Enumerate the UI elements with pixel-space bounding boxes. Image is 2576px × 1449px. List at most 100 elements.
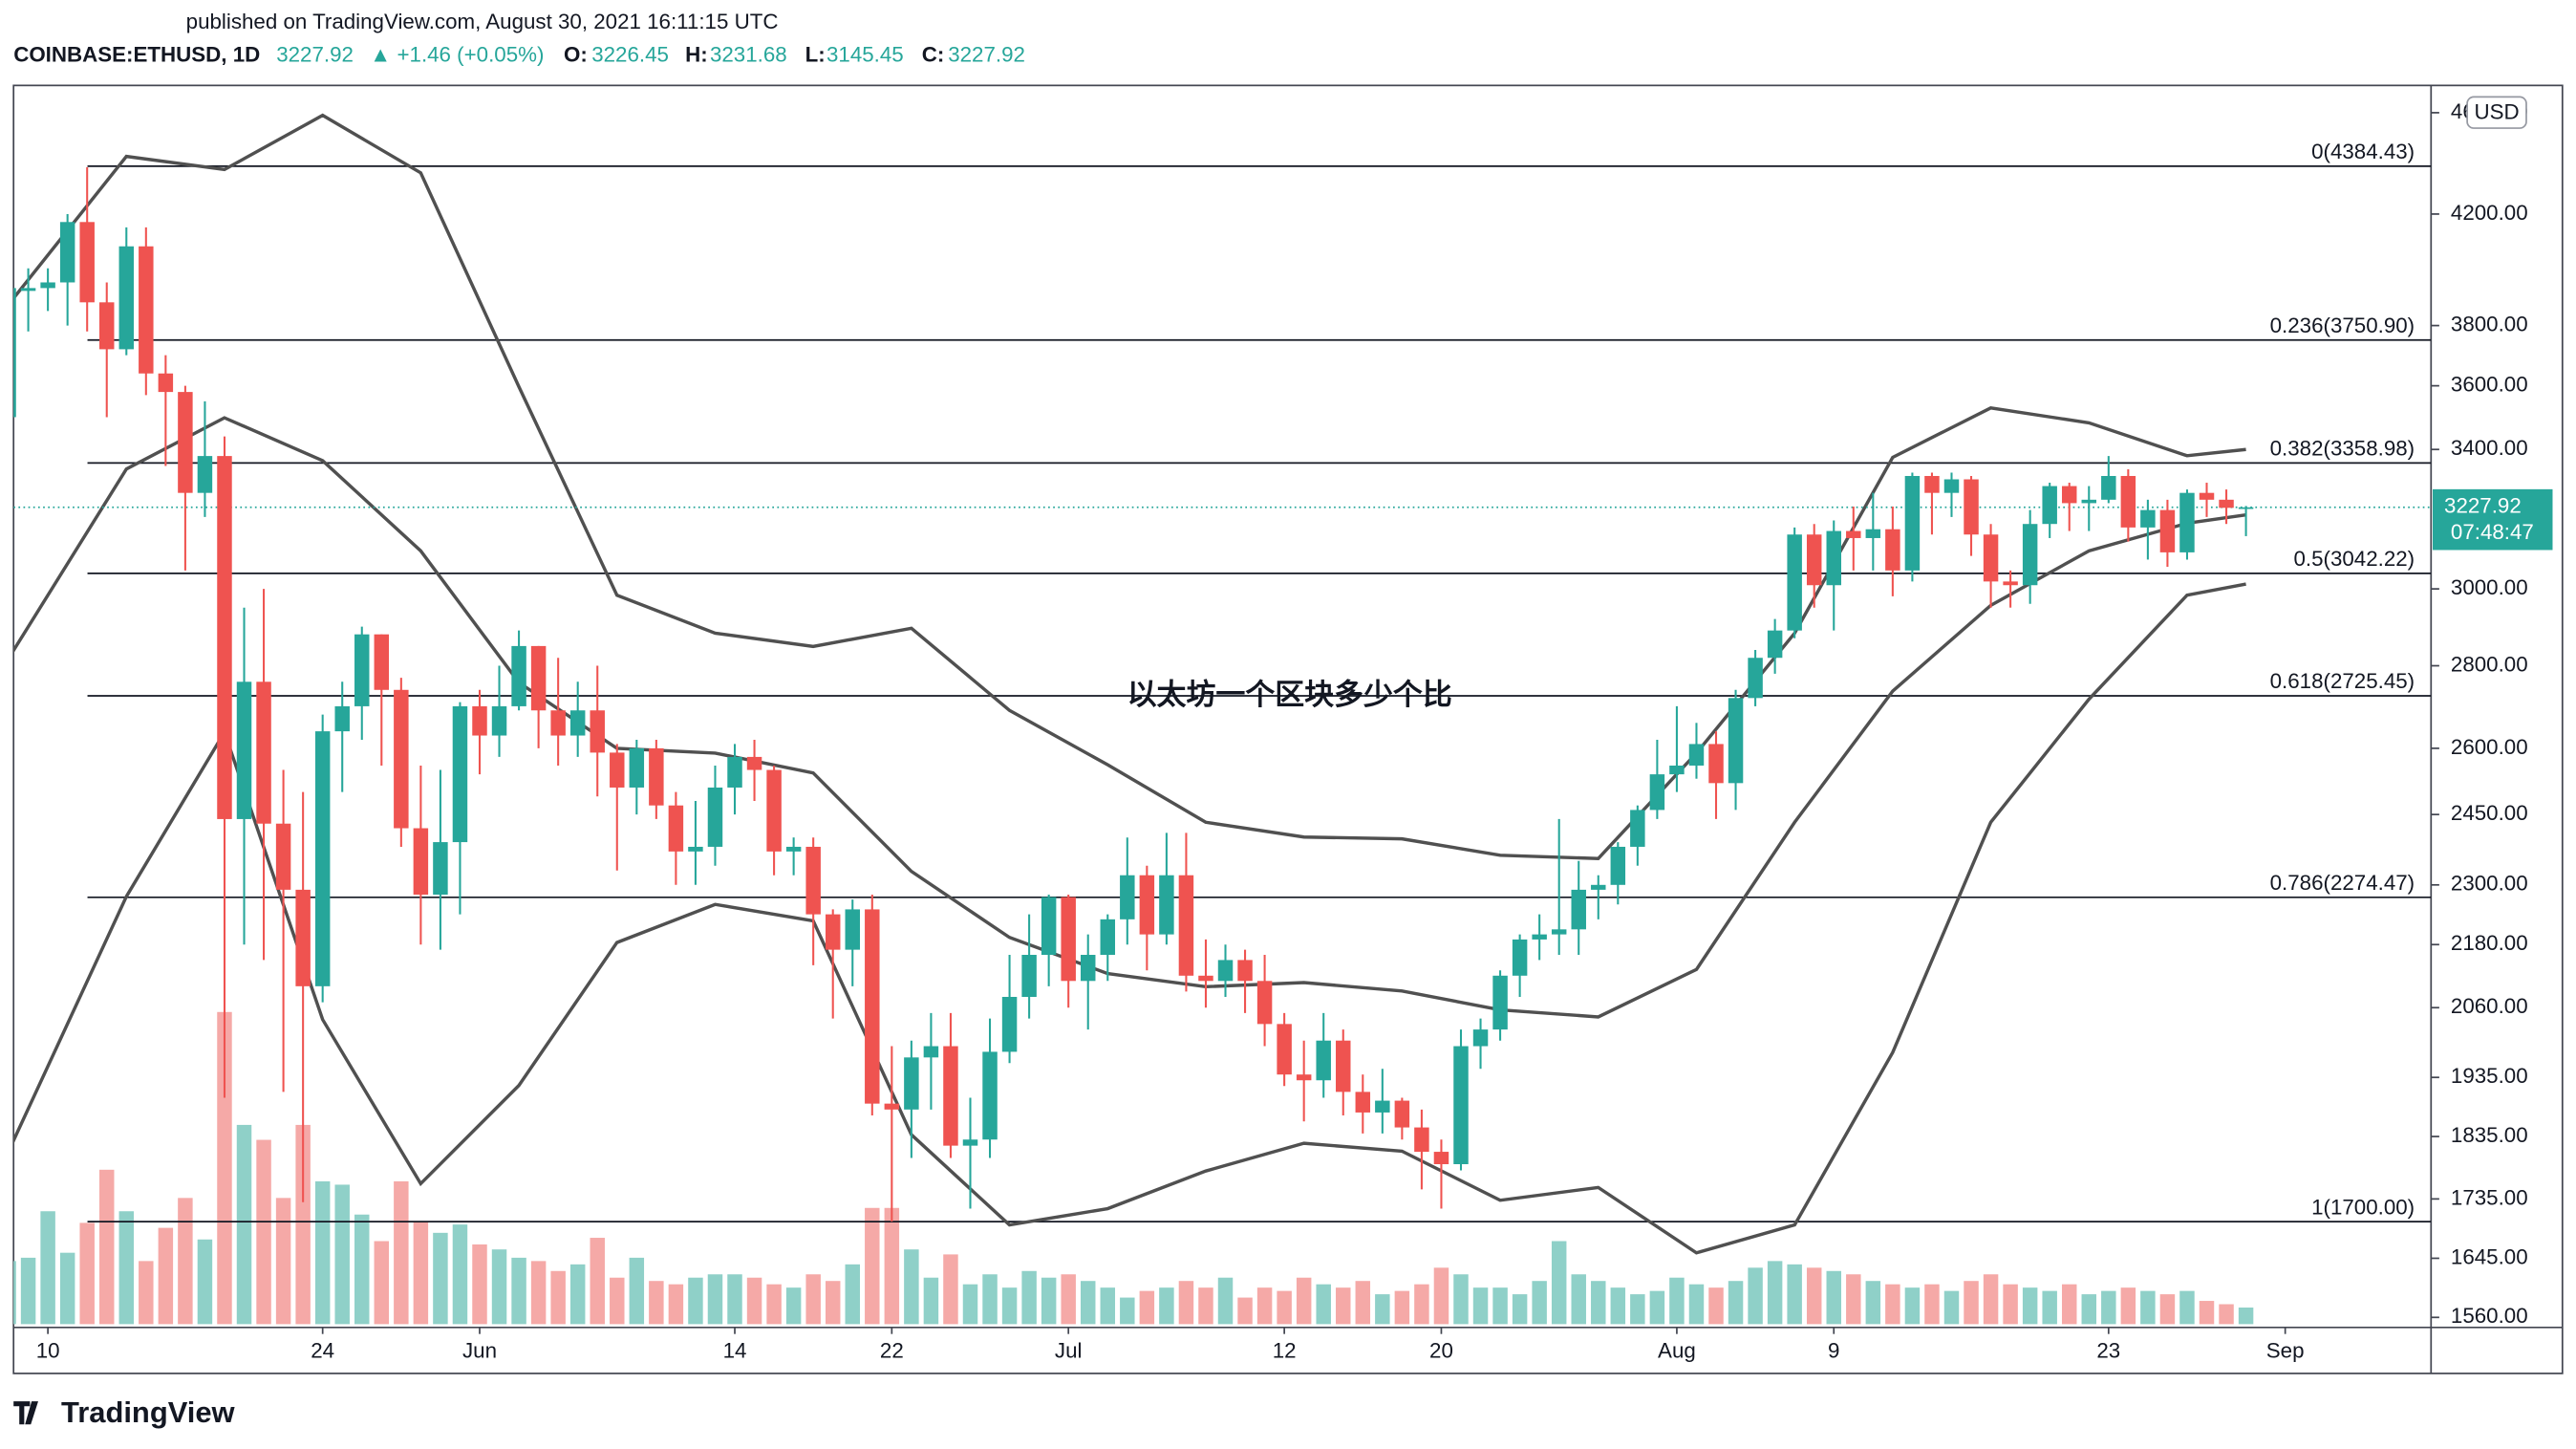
volume-bar [785,1287,802,1325]
candle-body [1767,630,1783,659]
candle-body [1748,658,1763,699]
x-tick-label: 10 [36,1338,60,1362]
candle-body [275,823,291,890]
candle-body [1100,919,1116,956]
volume-bar [197,1239,213,1325]
bollinger-lower [13,582,2246,1255]
volume-bar [825,1281,841,1325]
x-tick-label: 9 [1828,1338,1839,1362]
candle-body [1806,534,1822,586]
volume-bar [472,1244,487,1325]
volume-bar [1964,1281,1979,1325]
chart-frame [12,84,2564,1374]
volume-bar [1532,1281,1547,1325]
ohlc-label: L: [805,42,826,66]
y-tick-label: 1560.00 [2451,1304,2528,1328]
candle-body [2042,486,2057,525]
candle-body [904,1057,919,1110]
y-tick-label: 3400.00 [2451,436,2528,460]
volume-bar [1178,1281,1194,1325]
y-tick-label: 3000.00 [2451,575,2528,599]
candle-body [1924,475,1940,493]
candle-body [1394,1100,1410,1128]
y-tick-label: 2600.00 [2451,735,2528,759]
volume-bar [413,1221,429,1325]
candle-body [1610,846,1626,885]
candle-body [1316,1040,1331,1081]
fib-label: 1(1700.00) [2311,1195,2415,1219]
volume-bar [1630,1294,1645,1325]
volume-bar [1256,1287,1273,1325]
volume-bar [394,1180,409,1325]
candle-body [491,705,507,736]
candle-body [2219,499,2234,508]
candle-body [1688,744,1705,766]
fib-label: 0.382(3358.98) [2270,437,2415,461]
volume-bar [2159,1294,2176,1325]
annotation: 以太坊一个区块多少个比 [1127,678,1452,711]
candle-body [2081,499,2097,504]
volume-bar [1041,1277,1057,1325]
volume-bar [845,1264,860,1325]
candle-body [1001,996,1018,1052]
candle-body [1198,975,1213,982]
candle-body [1120,875,1135,919]
volume-bar [923,1277,939,1325]
candle-body [2061,486,2077,504]
volume-bar [1846,1274,1861,1325]
volume-bar [1021,1270,1037,1325]
volume-bar [688,1277,703,1325]
y-tick-label: 3600.00 [2451,373,2528,397]
candle-body [1178,875,1194,976]
candle-body [1669,765,1685,775]
candle-body [825,914,841,950]
volume-bar [452,1224,468,1325]
volume-bar [610,1277,625,1325]
logo: TradingView [61,1395,236,1429]
x-tick-label: 24 [311,1338,334,1362]
volume-bar [1217,1277,1234,1325]
volume-bar [217,1011,232,1325]
volume-bar [236,1124,252,1325]
volume-bar [40,1211,55,1325]
volume-bar [1806,1267,1822,1325]
volume-bar [530,1261,547,1325]
candle-body [766,769,782,852]
candle-body [20,288,36,292]
candle-body [1551,929,1567,935]
volume-bar [962,1284,978,1325]
volume-bar [805,1274,821,1325]
volume-bar [649,1281,664,1325]
candle-body [923,1046,939,1058]
volume-bar [275,1198,291,1325]
candle-body [1885,529,1900,571]
candle-body [433,842,448,895]
candle-body [1277,1024,1292,1075]
candle-body [668,805,684,852]
x-tick-label: Sep [2266,1338,2305,1362]
candle-body [1964,479,1979,535]
candle-body [79,222,95,303]
volume-bar [20,1257,36,1325]
volume-bar [139,1261,154,1325]
volume-bar [707,1274,723,1325]
symbol: COINBASE:ETHUSD, 1D [13,42,260,66]
volume-bar [158,1227,174,1325]
logo-mark [13,1401,38,1425]
candle-body [236,681,252,819]
volume-bar [1336,1287,1351,1325]
candle-body [962,1139,978,1146]
candle-body [1983,534,1999,582]
candle-body [314,731,331,986]
candle-body [158,373,174,393]
candle-body [569,710,586,736]
candle-body [1708,744,1724,784]
volume-bar [550,1270,566,1325]
candle-body [2159,509,2176,552]
volume-bar [1355,1281,1371,1325]
candle-body [1826,530,1841,586]
volume-bar [1748,1267,1763,1325]
candle-body [394,689,409,829]
candle-body [2199,492,2215,500]
candle-body [1256,981,1273,1025]
